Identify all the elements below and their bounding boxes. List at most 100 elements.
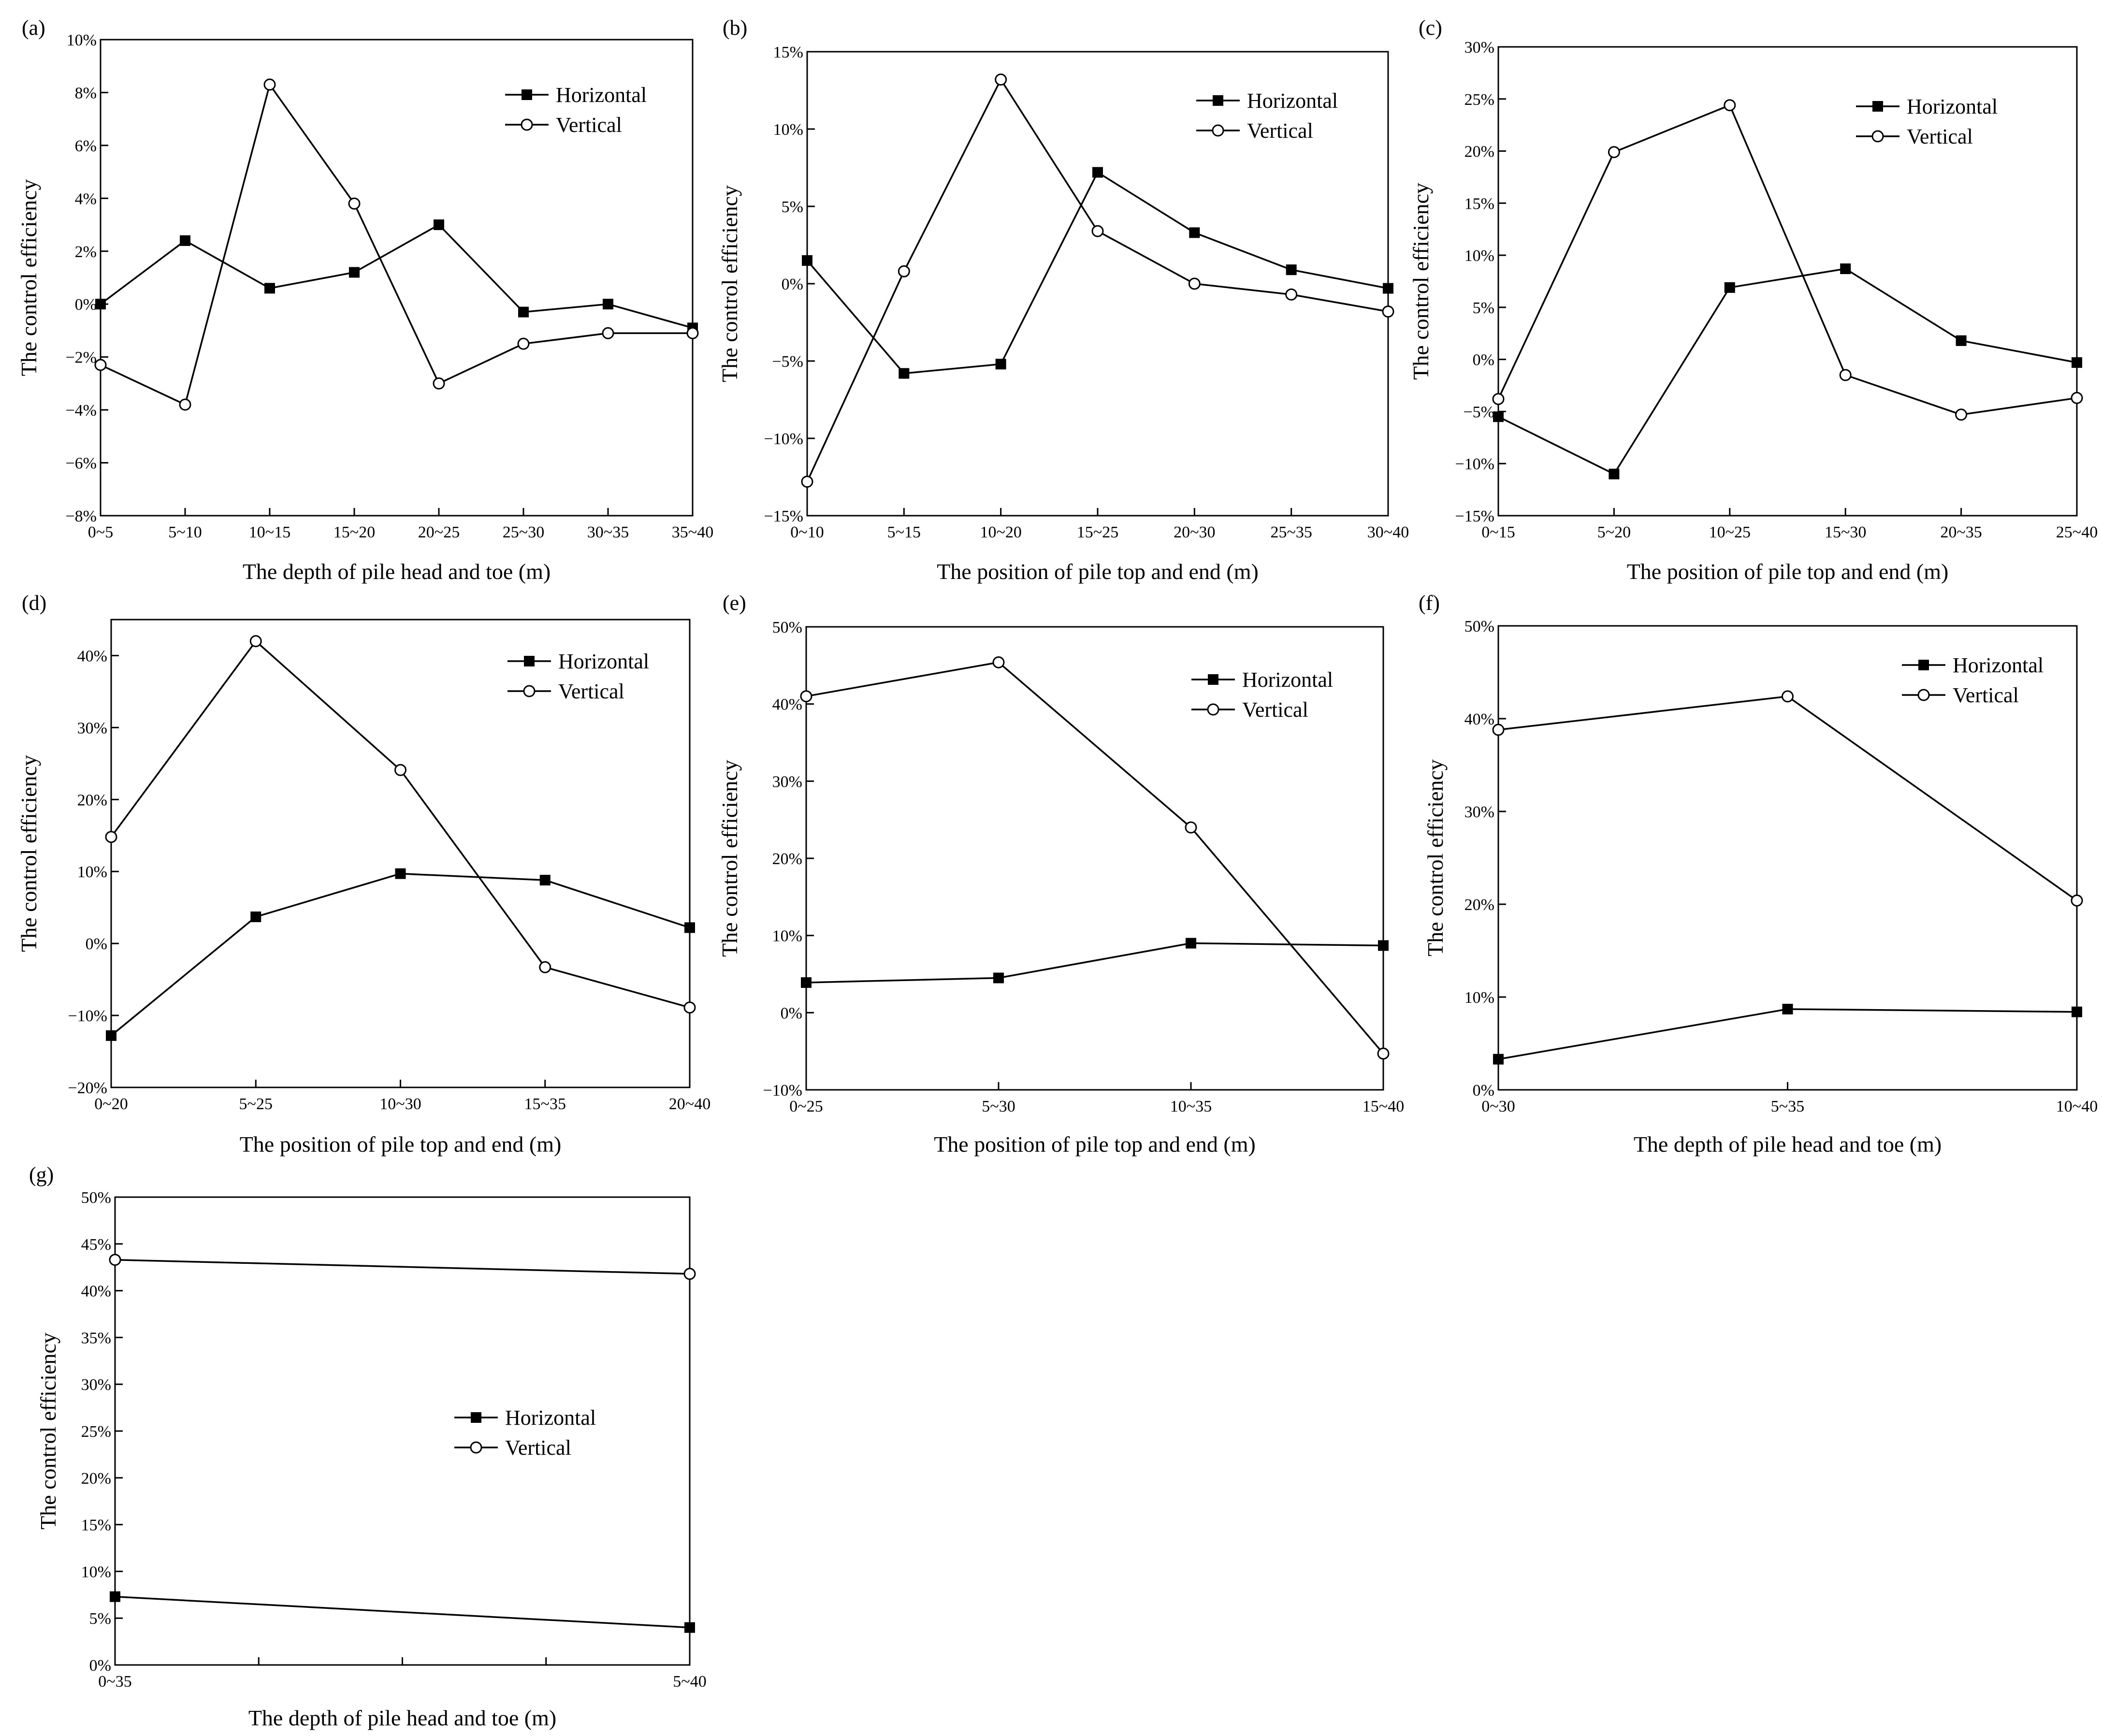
y-tick-label: 10% [772,927,802,945]
data-point-vertical [263,78,276,91]
legend-marker-square-icon [471,1412,481,1423]
data-point-vertical [992,656,1005,668]
legend-label-vertical: Vertical [505,1436,571,1460]
legend-label-horizontal: Horizontal [1247,89,1338,113]
legend-marker-square-icon [1918,660,1929,670]
data-point-vertical [249,635,262,648]
legend-marker-square-icon [1213,95,1223,106]
y-tick-label: 0% [1473,351,1494,369]
y-tick-label: 50% [1464,618,1494,636]
legend-label-horizontal: Horizontal [556,83,647,107]
y-tick-label: 20% [772,850,802,868]
series-line-vertical [115,1259,690,1275]
data-point-horizontal [95,299,106,310]
x-tick-label: 20~35 [1940,523,1982,541]
y-tick-label: 10% [1464,247,1494,265]
y-tick-label: 4% [75,190,97,208]
legend-marker-circle-icon [470,1441,482,1454]
series-line-horizontal [100,223,693,329]
x-tick-label: 30~40 [1367,523,1409,541]
x-axis-title: The depth of pile head and toe (m) [243,559,551,584]
y-tick-label: 15% [81,1517,111,1534]
series-line-horizontal [806,942,1384,984]
series-line-vertical [1498,695,2078,901]
y-tick-label: 8% [75,84,97,102]
y-axis-title: The control efficiency [16,179,41,376]
x-tick-label: 15~40 [1363,1098,1404,1115]
data-point-horizontal [264,283,275,294]
y-tick-label: −5% [772,353,804,371]
legend-label-horizontal: Horizontal [558,650,649,673]
x-tick-label: 5~40 [673,1673,706,1691]
y-tick-label: 10% [67,31,97,49]
data-point-horizontal [1840,263,1851,275]
data-point-vertical [683,1268,696,1280]
legend-label-horizontal: Horizontal [1953,653,2044,677]
series-line-vertical [100,82,693,406]
y-axis-title: The control efficiency [1408,183,1433,380]
y-tick-label: 2% [75,243,97,261]
legend-marker-circle-icon [1212,124,1224,137]
data-point-horizontal [1956,335,1967,346]
x-axis-title: The position of pile top and end (m) [937,559,1259,584]
data-point-horizontal [993,972,1004,984]
data-point-vertical [517,337,530,350]
y-tick-label: 25% [81,1423,111,1441]
panel-label: (a) [22,16,45,40]
y-axis-title: The control efficiency [36,1332,60,1530]
x-tick-label: 20~25 [418,523,460,541]
x-tick-label: 0~10 [790,523,824,541]
series-line-horizontal [1498,268,2077,476]
y-tick-label: −10% [764,430,804,448]
x-tick-label: 20~30 [1174,523,1215,541]
data-point-horizontal [1378,940,1389,951]
series-line-horizontal [806,171,1389,375]
data-point-vertical [94,359,107,371]
y-tick-label: 30% [1464,803,1494,821]
data-point-vertical [898,265,910,277]
y-axis-title: The control efficiency [16,755,41,952]
y-tick-label: 30% [772,773,802,791]
legend-marker-square-icon [524,656,535,666]
data-point-vertical [683,1001,696,1014]
y-tick-label: −2% [66,349,97,367]
data-point-horizontal [2072,357,2082,368]
legend: Horizontal Vertical [1196,89,1338,143]
data-point-vertical [686,327,699,339]
y-tick-label: −20% [68,1079,108,1097]
y-tick-label: 0% [782,275,803,293]
chart-panel-f: (f) 0% 10% 20% 30% 40% 50% 0~30 5~35 10~40 The dep… [1419,591,2098,1157]
x-tick-label: 10~40 [2056,1098,2098,1115]
legend-marker-circle-icon [1871,130,1884,143]
legend-marker-circle-icon [1917,689,1930,701]
data-point-horizontal [684,1622,695,1633]
y-tick-label: 50% [772,619,802,637]
y-tick-label: 0% [86,935,107,953]
x-tick-label: 10~30 [379,1095,421,1113]
x-tick-label: 25~40 [2056,523,2098,541]
legend: Horizontal Vertical [505,83,647,137]
x-tick-label: 0~30 [1481,1098,1515,1115]
series-line-vertical [806,661,1384,1055]
x-tick-label: 5~15 [887,523,921,541]
y-tick-label: 0% [1473,1082,1494,1099]
x-tick-label: 10~35 [1170,1098,1212,1115]
data-point-horizontal [995,359,1006,370]
x-tick-label: 0~5 [88,523,113,541]
data-point-vertical [1492,393,1505,405]
data-point-horizontal [1286,264,1297,275]
plot-frame [1497,46,2078,517]
panel-label: (g) [29,1163,54,1186]
y-tick-label: −15% [764,507,804,525]
legend: Horizontal Vertical [1902,653,2044,707]
legend-label-vertical: Vertical [1242,698,1308,722]
y-axis-title: The control efficiency [1423,759,1448,956]
data-point-vertical [1091,225,1104,237]
x-axis-title: The depth of pile head and toe (m) [248,1706,556,1730]
legend-marker-circle-icon [521,118,533,131]
y-tick-label: 0% [75,296,97,314]
y-tick-label: 40% [77,647,107,665]
legend: Horizontal Vertical [507,650,649,703]
y-tick-label: 45% [81,1236,111,1254]
series-line-horizontal [1498,1008,2077,1060]
